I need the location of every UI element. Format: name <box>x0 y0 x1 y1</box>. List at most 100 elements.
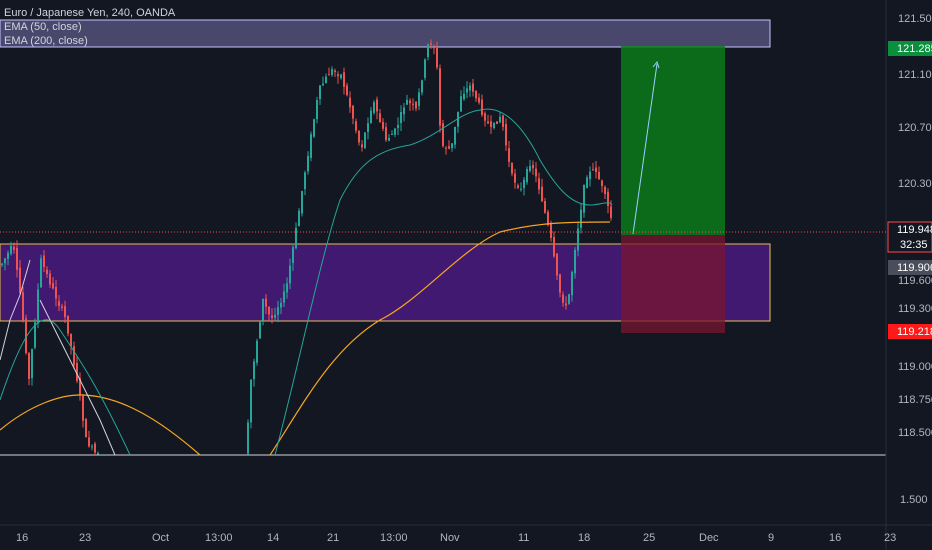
candle-body <box>55 287 57 299</box>
candle-body <box>496 121 498 124</box>
candle-body <box>382 122 384 129</box>
candle-body <box>376 99 378 112</box>
candle-body <box>388 137 390 141</box>
projection-arrow[interactable] <box>632 63 658 235</box>
candle-body <box>610 206 612 218</box>
candle-body <box>454 126 456 145</box>
candle-body <box>316 100 318 120</box>
candle-body <box>568 294 570 304</box>
price-label: 119.600 <box>898 275 932 287</box>
candle-body <box>334 70 336 72</box>
candle-body <box>349 97 351 108</box>
candle-body <box>82 396 84 421</box>
candle-body <box>418 92 420 106</box>
candle-body <box>25 318 27 353</box>
time-label: 16 <box>16 532 28 544</box>
candle-body <box>280 302 282 308</box>
time-label: 9 <box>768 532 774 544</box>
wave-line-1[interactable] <box>0 259 31 361</box>
candle-body <box>550 222 552 239</box>
candle-body <box>481 99 483 115</box>
candle-body <box>253 361 255 380</box>
candle-body <box>304 172 306 190</box>
price-tag-ema[interactable]: 119.906 <box>888 260 932 275</box>
price-label: 118.750 <box>898 394 932 406</box>
candle-body <box>508 148 510 162</box>
candle-body <box>394 128 396 135</box>
candle-body <box>451 143 453 149</box>
candle-body <box>475 90 477 99</box>
price-label: 118.500 <box>898 427 932 439</box>
candle-body <box>442 123 444 146</box>
candle-body <box>436 47 438 68</box>
candle-body <box>61 306 63 308</box>
candle-body <box>328 74 330 76</box>
resistance-zone[interactable] <box>0 19 771 48</box>
candle-body <box>589 171 591 180</box>
candle-body <box>337 74 339 77</box>
candle-body <box>22 292 24 321</box>
candle-body <box>319 85 321 100</box>
candle-body <box>310 134 312 158</box>
price-label: 121.100 <box>898 69 932 81</box>
candle-body <box>7 252 9 259</box>
candle-body <box>478 97 480 103</box>
candle-body <box>502 115 504 127</box>
candle-body <box>265 298 267 307</box>
long-position-loss-zone[interactable] <box>621 235 725 333</box>
candle-body <box>493 122 495 129</box>
candle-body <box>340 74 342 79</box>
candle-body <box>28 353 30 379</box>
candle-body <box>73 346 75 366</box>
price-tag-stop[interactable]: 119.218 <box>888 324 932 339</box>
candle-body <box>505 124 507 146</box>
candle-body <box>352 105 354 119</box>
candle-body <box>535 168 537 177</box>
candle-body <box>79 378 81 396</box>
candle-body <box>88 437 90 447</box>
candle-body <box>424 59 426 78</box>
candle-body <box>487 121 489 124</box>
candle-body <box>547 211 549 226</box>
candle-body <box>460 96 462 112</box>
ema-200-legend[interactable]: EMA (200, close) <box>4 35 88 47</box>
symbol-title[interactable]: Euro / Japanese Yen, 240, OANDA <box>4 7 176 19</box>
candle-body <box>37 289 39 323</box>
candle-body <box>448 146 450 149</box>
price-label: 119.000 <box>898 361 932 373</box>
price-tag-current[interactable]: 119.948 32:35 <box>887 221 932 253</box>
time-label: 13:00 <box>205 532 233 544</box>
candle-body <box>391 133 393 135</box>
price-axis[interactable]: 121.500 121.100 120.700 120.300 119.600 … <box>898 13 932 506</box>
price-tag-stop-bg <box>888 324 932 339</box>
candle-body <box>430 43 432 45</box>
candle-body <box>271 315 273 318</box>
candle-body <box>580 209 582 228</box>
chart-legend[interactable]: Euro / Japanese Yen, 240, OANDA EMA (50,… <box>4 6 175 48</box>
time-label: 23 <box>884 532 896 544</box>
candle-body <box>499 116 501 123</box>
candle-body <box>403 107 405 115</box>
ema-50-legend[interactable]: EMA (50, close) <box>4 21 82 33</box>
price-tag-target-bg <box>888 41 932 56</box>
price-label: 121.500 <box>898 13 932 25</box>
candle-body <box>415 101 417 109</box>
candle-body <box>286 283 288 293</box>
indicator-axis-label: 1.500 <box>900 494 928 506</box>
candle-body <box>10 245 12 254</box>
candle-body <box>358 130 360 143</box>
candle-body <box>421 80 423 93</box>
candle-body <box>511 163 513 174</box>
candle-body <box>472 83 474 92</box>
candle-body <box>463 93 465 100</box>
candle-body <box>385 127 387 141</box>
price-tag-target[interactable]: 121.285 <box>888 41 932 56</box>
candle-body <box>400 112 402 124</box>
candle-body <box>490 121 492 128</box>
candle-body <box>85 418 87 438</box>
long-position-profit-zone[interactable] <box>621 46 725 235</box>
wave-line-2[interactable] <box>39 299 116 456</box>
candle-body <box>250 379 252 423</box>
time-axis[interactable]: 16 23 Oct 13:00 14 21 13:00 Nov 11 18 25… <box>16 532 896 544</box>
